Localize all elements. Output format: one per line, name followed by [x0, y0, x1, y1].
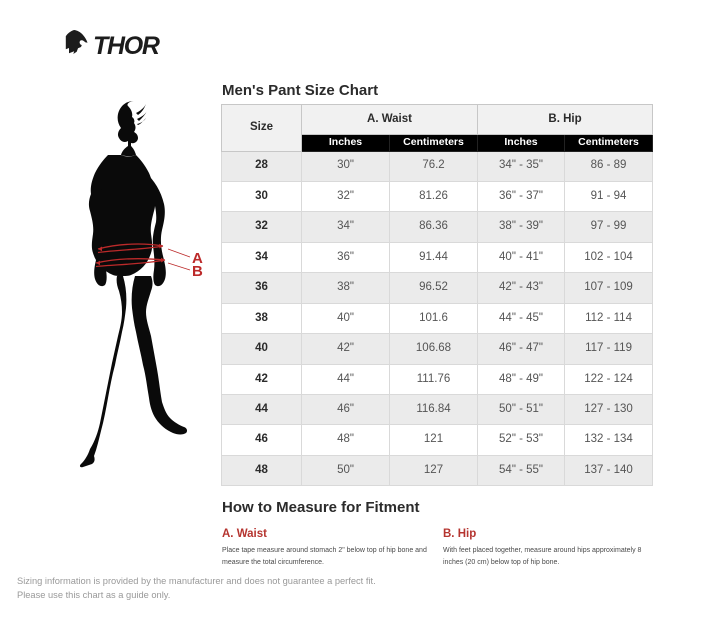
- svg-text:THOR: THOR: [93, 32, 160, 60]
- svg-text:B: B: [192, 263, 203, 280]
